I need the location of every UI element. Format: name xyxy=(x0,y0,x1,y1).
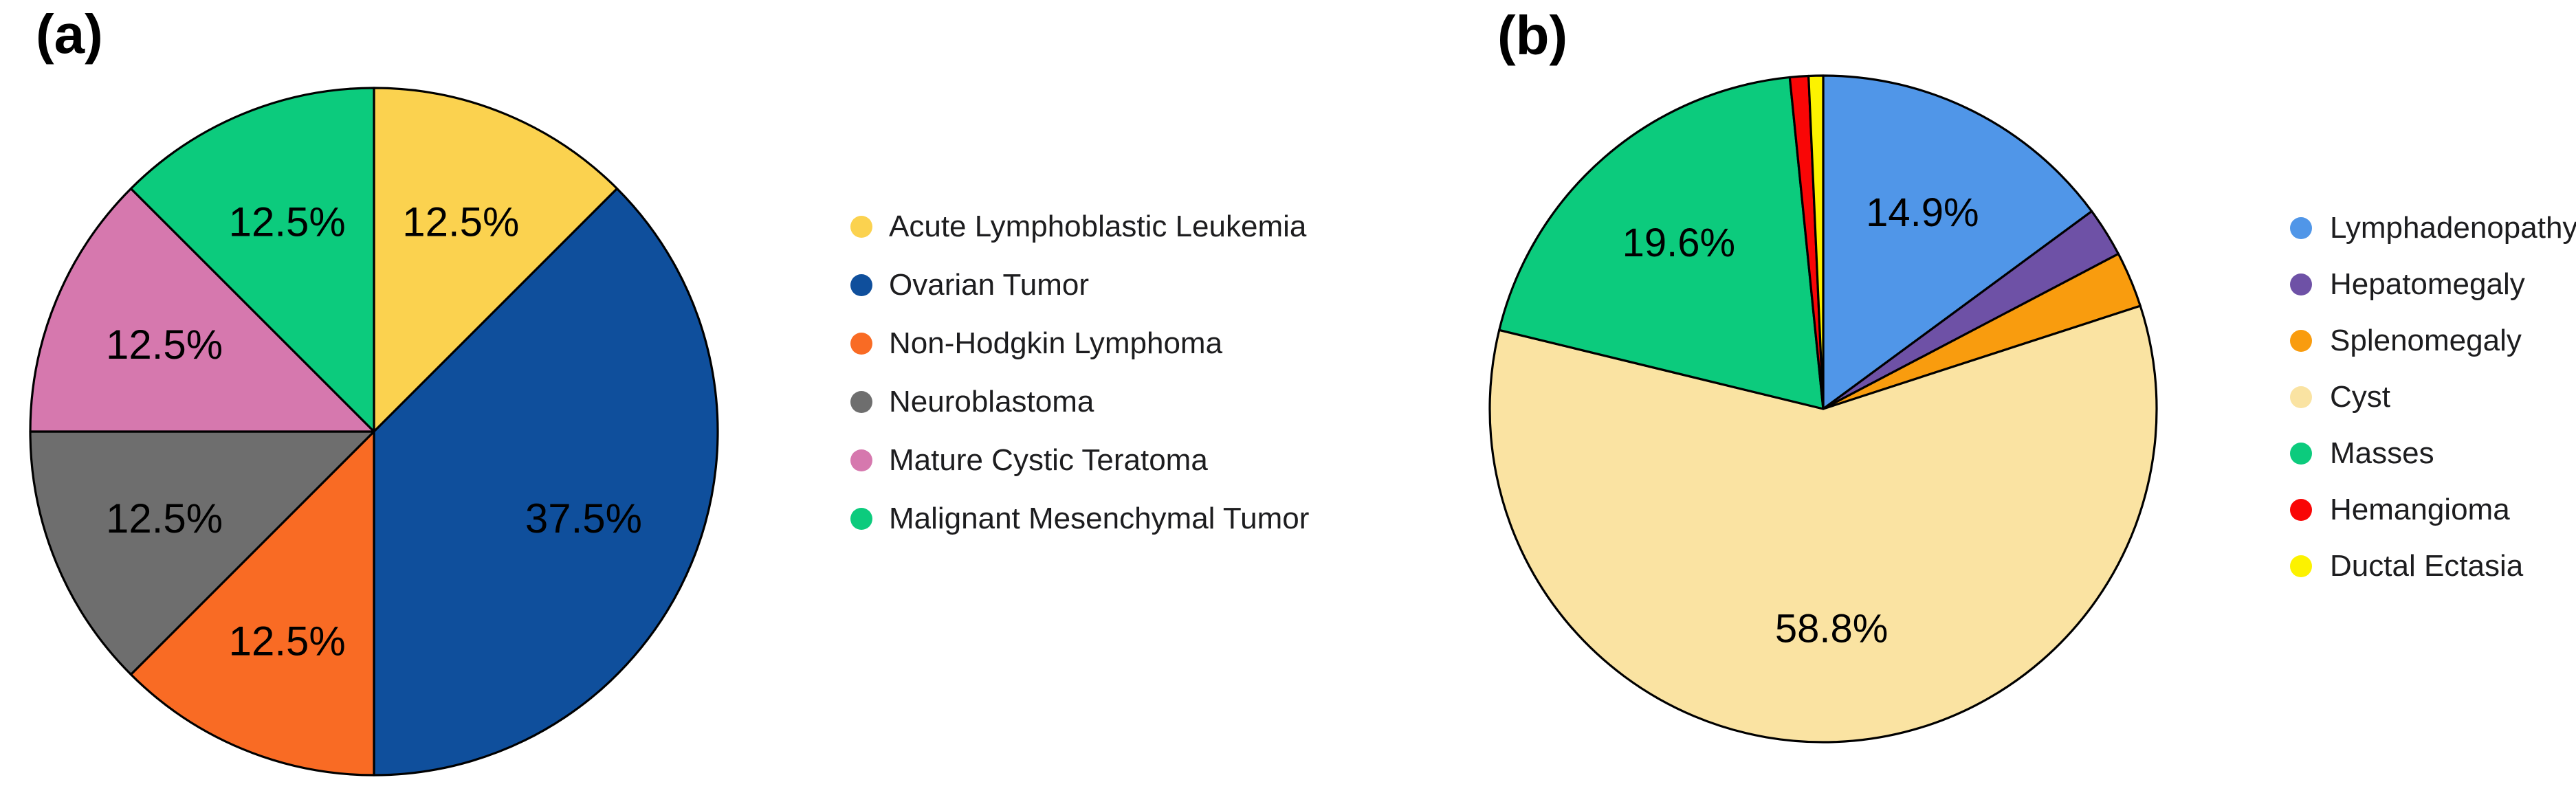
legend-item-cyst: Cyst xyxy=(2290,369,2576,425)
legend-item-mature-cystic-teratoma: Mature Cystic Teratoma xyxy=(850,431,1309,489)
legend-color-dot-icon xyxy=(2290,217,2312,239)
legend-label: Mature Cystic Teratoma xyxy=(889,443,1208,477)
legend-color-dot-icon xyxy=(2290,330,2312,352)
pie-percent-label: 12.5% xyxy=(229,618,346,664)
pie-slice-acute-lymphoblastic-leukemia xyxy=(373,87,619,433)
legend-color-dot-icon xyxy=(850,332,872,355)
pie-percent-label: 19.6% xyxy=(1622,221,1735,265)
legend-label: Non-Hodgkin Lymphoma xyxy=(889,326,1223,360)
pie-percent-label: 12.5% xyxy=(402,199,519,245)
pie-slice-ovarian-tumor xyxy=(373,187,719,777)
pie-slice-mature-cystic-teratoma xyxy=(29,187,375,433)
panel-a-tag: (a) xyxy=(36,3,103,65)
pie-chart-b: 14.9% 58.8% 19.6% xyxy=(1488,74,2158,744)
legend-label: Neuroblastoma xyxy=(889,384,1094,418)
legend-item-acute-lymphoblastic-leukemia: Acute Lymphoblastic Leukemia xyxy=(850,197,1309,256)
legend-label: Malignant Mesenchymal Tumor xyxy=(889,501,1310,535)
pie-percent-label: 37.5% xyxy=(525,495,642,541)
legend-label: Hepatomegaly xyxy=(2330,267,2525,301)
pie-percent-label: 12.5% xyxy=(106,322,223,368)
pie-slice-masses xyxy=(1498,76,1825,410)
legend-item-ovarian-tumor: Ovarian Tumor xyxy=(850,256,1309,314)
legend-label: Acute Lymphoblastic Leukemia xyxy=(889,209,1307,243)
pie-slice-neuroblastoma xyxy=(29,430,375,676)
legend-color-dot-icon xyxy=(850,449,872,471)
legend-color-dot-icon xyxy=(2290,499,2312,521)
legend-color-dot-icon xyxy=(2290,386,2312,408)
pie-slice-cyst xyxy=(1488,304,2158,744)
pie-slice-non-hodgkin-lymphoma xyxy=(129,430,375,777)
legend-item-ductal-ectasia: Ductal Ectasia xyxy=(2290,538,2576,594)
legend-label: Hemangioma xyxy=(2330,493,2510,526)
legend-item-splenomegaly: Splenomegaly xyxy=(2290,313,2576,369)
legend-item-malignant-mesenchymal-tumor: Malignant Mesenchymal Tumor xyxy=(850,489,1309,548)
legend-label: Ovarian Tumor xyxy=(889,267,1089,302)
legend-item-non-hodgkin-lymphoma: Non-Hodgkin Lymphoma xyxy=(850,314,1309,372)
legend-color-dot-icon xyxy=(850,390,872,413)
legend-item-hemangioma: Hemangioma xyxy=(2290,482,2576,538)
legend-label: Masses xyxy=(2330,436,2434,470)
pie-slice-malignant-mesenchymal-tumor xyxy=(129,87,375,433)
pie-percent-label: 14.9% xyxy=(1866,190,1979,235)
legend-color-dot-icon xyxy=(850,507,872,530)
legend-item-hepatomegaly: Hepatomegaly xyxy=(2290,256,2576,313)
legend-color-dot-icon xyxy=(2290,443,2312,465)
legend-color-dot-icon xyxy=(2290,273,2312,295)
pie-percent-label: 12.5% xyxy=(229,199,346,245)
legend-color-dot-icon xyxy=(850,215,872,238)
pie-chart-a: 12.5% 37.5% 12.5% 12.5% 12.5% 12.5% xyxy=(29,87,719,777)
legend-label: Splenomegaly xyxy=(2330,324,2522,357)
pie-slice-ductal-ectasia xyxy=(1807,74,1825,410)
panel-b-tag: (b) xyxy=(1497,5,1568,66)
legend-label: Cyst xyxy=(2330,380,2390,414)
pie-percent-label: 58.8% xyxy=(1775,606,1888,651)
legend-item-lymphadenopathy: Lymphadenopathy xyxy=(2290,200,2576,256)
pie-slice-lymphadenopathy xyxy=(1822,74,2093,410)
legend-b: Lymphadenopathy Hepatomegaly Splenomegaly C… xyxy=(2290,200,2576,594)
pie-percent-label: 12.5% xyxy=(106,495,223,541)
legend-item-masses: Masses xyxy=(2290,425,2576,482)
legend-color-dot-icon xyxy=(850,273,872,296)
legend-item-neuroblastoma: Neuroblastoma xyxy=(850,372,1309,431)
legend-color-dot-icon xyxy=(2290,555,2312,577)
legend-label: Lymphadenopathy xyxy=(2330,211,2576,245)
legend-a: Acute Lymphoblastic Leukemia Ovarian Tumo… xyxy=(850,197,1309,548)
legend-label: Ductal Ectasia xyxy=(2330,549,2524,583)
